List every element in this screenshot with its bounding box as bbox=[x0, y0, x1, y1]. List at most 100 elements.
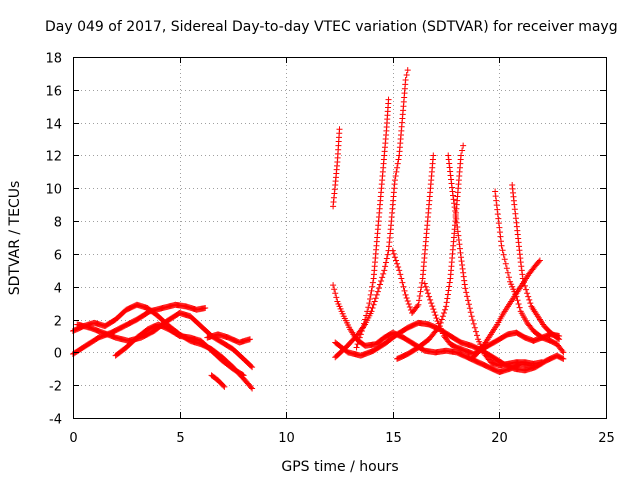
series-late-i bbox=[445, 152, 546, 369]
y-tick-label: 6 bbox=[54, 249, 62, 264]
data-point bbox=[369, 283, 376, 290]
data-point bbox=[395, 156, 402, 163]
data-point bbox=[459, 261, 466, 268]
data-point bbox=[501, 256, 508, 263]
y-tick-label: 14 bbox=[45, 118, 62, 133]
data-point bbox=[248, 384, 255, 391]
data-point bbox=[466, 305, 473, 312]
y-tick-label: 2 bbox=[54, 315, 62, 330]
data-point bbox=[406, 303, 413, 310]
data-point bbox=[455, 232, 462, 239]
data-point bbox=[469, 317, 476, 324]
data-point bbox=[368, 287, 375, 294]
data-point bbox=[511, 201, 518, 208]
data-point bbox=[493, 197, 500, 204]
data-point bbox=[249, 385, 256, 392]
data-point bbox=[394, 164, 401, 171]
data-point bbox=[429, 303, 436, 310]
data-point bbox=[453, 219, 460, 226]
data-point bbox=[416, 297, 423, 304]
data-point bbox=[459, 147, 466, 154]
data-point bbox=[426, 293, 433, 300]
x-axis-title: GPS time / hours bbox=[281, 459, 398, 475]
data-point bbox=[465, 301, 472, 308]
data-point bbox=[467, 309, 474, 316]
data-point bbox=[248, 363, 255, 370]
data-point bbox=[494, 206, 501, 213]
data-point bbox=[495, 215, 502, 222]
data-point bbox=[496, 224, 503, 231]
data-point bbox=[503, 265, 510, 272]
data-point bbox=[497, 233, 504, 240]
data-point bbox=[422, 283, 429, 290]
data-point bbox=[498, 242, 505, 249]
data-point bbox=[504, 269, 511, 276]
series-late-h bbox=[421, 280, 563, 358]
series-early-e bbox=[204, 331, 253, 346]
data-point bbox=[391, 254, 398, 261]
x-tick-labels: 0 5 10 15 20 25 bbox=[69, 431, 614, 446]
chart-title: Day 049 of 2017, Sidereal Day-to-day VTE… bbox=[45, 19, 618, 35]
data-point bbox=[444, 295, 451, 302]
y-tick-label: 10 bbox=[45, 183, 62, 198]
data-point bbox=[363, 312, 370, 319]
data-point bbox=[414, 303, 421, 310]
data-point bbox=[518, 263, 525, 270]
series-late-j bbox=[492, 188, 567, 356]
data-point bbox=[461, 277, 468, 284]
data-point bbox=[458, 258, 465, 265]
series-early-d bbox=[112, 321, 247, 379]
data-point bbox=[512, 210, 519, 217]
data-point bbox=[385, 96, 392, 103]
data-point bbox=[460, 142, 467, 149]
y-tick-label: 18 bbox=[45, 52, 62, 67]
data-point bbox=[452, 208, 459, 215]
data-point bbox=[560, 349, 567, 356]
data-point bbox=[446, 283, 453, 290]
data-point bbox=[535, 258, 542, 265]
x-tick-label: 10 bbox=[278, 431, 295, 446]
data-point bbox=[361, 320, 368, 327]
data-point bbox=[367, 291, 374, 298]
data-point bbox=[362, 316, 369, 323]
data-point bbox=[377, 281, 384, 288]
data-point bbox=[495, 220, 502, 227]
data-point bbox=[384, 251, 391, 258]
data-point bbox=[367, 296, 374, 303]
data-point bbox=[445, 287, 452, 294]
data-point bbox=[442, 306, 449, 313]
data-point bbox=[451, 200, 458, 207]
plot-frame bbox=[73, 57, 607, 419]
data-point bbox=[220, 382, 227, 389]
data-point bbox=[515, 300, 522, 307]
data-point bbox=[450, 192, 457, 199]
data-point bbox=[375, 285, 382, 292]
data-point bbox=[394, 160, 401, 167]
data-point bbox=[379, 274, 386, 281]
data-point bbox=[246, 336, 253, 343]
data-point bbox=[524, 290, 531, 297]
data-point bbox=[423, 287, 430, 294]
data-point bbox=[431, 309, 438, 316]
data-point bbox=[331, 286, 338, 293]
data-point bbox=[526, 296, 533, 303]
data-point bbox=[519, 271, 526, 278]
data-point bbox=[370, 301, 377, 308]
data-point bbox=[358, 328, 365, 335]
data-point bbox=[240, 372, 247, 379]
data-point bbox=[356, 334, 363, 341]
data-point bbox=[559, 347, 566, 354]
x-tick-label: 5 bbox=[176, 431, 184, 446]
data-point bbox=[418, 279, 425, 286]
data-point bbox=[249, 364, 256, 371]
x-tick-label: 20 bbox=[491, 431, 508, 446]
data-point bbox=[381, 267, 388, 274]
data-point bbox=[511, 206, 518, 213]
data-point bbox=[497, 238, 504, 245]
data-point bbox=[391, 177, 398, 184]
data-point bbox=[454, 224, 461, 231]
data-point bbox=[369, 305, 376, 312]
data-point bbox=[465, 297, 472, 304]
